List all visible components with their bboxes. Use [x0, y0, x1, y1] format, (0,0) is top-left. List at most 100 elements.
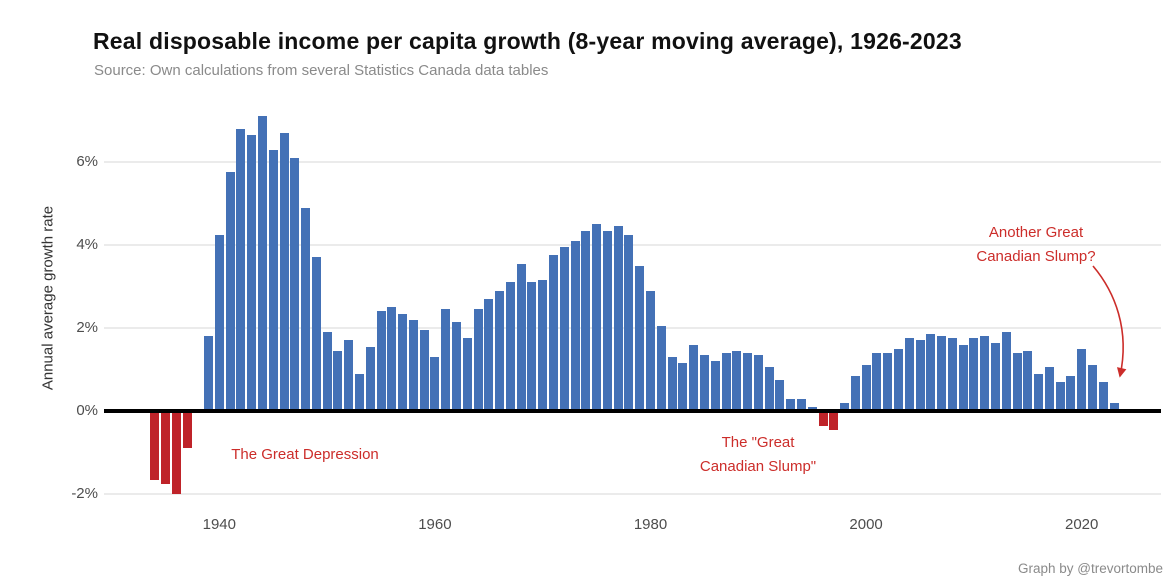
bar-1965 — [484, 298, 494, 411]
annotation-line: Canadian Slump" — [699, 458, 817, 475]
y-tick-label: 4% — [76, 236, 98, 253]
bar-1961 — [441, 309, 451, 411]
bar-1974 — [581, 230, 591, 411]
bar-1986 — [710, 361, 720, 411]
bar-1985 — [699, 355, 709, 411]
bar-1952 — [344, 340, 354, 411]
bar-1982 — [667, 357, 677, 412]
bar-1957 — [398, 313, 408, 411]
bar-1992 — [775, 379, 785, 411]
bar-2000 — [861, 365, 871, 412]
annotation-another-canadian-slump: Another Great Canadian Slump? — [976, 221, 1095, 269]
bar-1989 — [743, 352, 752, 411]
x-tick-label-1960: 1960 — [418, 516, 452, 533]
gridline--2% — [104, 493, 1161, 495]
x-tick-label-2000: 2000 — [849, 516, 883, 533]
annotation-line: The "Great — [721, 434, 795, 451]
bar-2008 — [947, 338, 957, 411]
bar-1946 — [279, 132, 289, 411]
x-tick-label-1980: 1980 — [633, 516, 668, 533]
bar-1963 — [462, 338, 472, 411]
bar-2001 — [872, 352, 882, 411]
bar-1951 — [333, 350, 343, 411]
gridline-6% — [104, 161, 1161, 163]
bar-2010 — [969, 338, 979, 411]
bar-1981 — [656, 325, 666, 411]
zero-line — [104, 409, 1161, 413]
bar-1983 — [678, 363, 688, 411]
bar-1990 — [753, 355, 763, 411]
bar-1941 — [225, 172, 235, 411]
bar-2016 — [1034, 373, 1044, 411]
bar-1935 — [160, 411, 170, 484]
bar-2005 — [915, 340, 925, 411]
bar-1984 — [689, 344, 699, 411]
bar-1936 — [171, 411, 181, 494]
bar-2003 — [893, 348, 903, 412]
bar-1969 — [527, 282, 537, 412]
bar-1955 — [376, 311, 386, 411]
bar-2021 — [1088, 365, 1097, 412]
bar-1972 — [559, 247, 569, 411]
bar-1954 — [365, 346, 375, 411]
bar-1977 — [613, 226, 623, 411]
annotation-line: Canadian Slump? — [976, 248, 1096, 265]
bar-1976 — [602, 230, 612, 411]
bar-1959 — [419, 330, 429, 411]
bar-1987 — [721, 352, 731, 411]
bar-1975 — [592, 224, 602, 412]
bar-1964 — [473, 309, 483, 411]
bar-1937 — [182, 411, 192, 449]
bar-2006 — [926, 334, 936, 411]
bar-1979 — [635, 265, 645, 412]
bar-1939 — [204, 336, 213, 411]
bar-2014 — [1012, 352, 1022, 411]
bar-2009 — [958, 344, 968, 411]
bar-1949 — [311, 257, 321, 411]
y-tick-label: -2% — [71, 485, 98, 502]
bar-1953 — [354, 373, 364, 411]
bar-1950 — [322, 332, 332, 411]
bar-2020 — [1077, 348, 1087, 412]
bar-1967 — [505, 282, 515, 412]
bar-1999 — [850, 375, 860, 411]
bar-1973 — [570, 240, 580, 411]
credit-text: Graph by @trevortombe — [1017, 561, 1163, 576]
annotation-great-depression: The Great Depression — [231, 443, 379, 467]
bar-1978 — [624, 234, 634, 411]
bar-2017 — [1044, 367, 1054, 411]
bar-2012 — [991, 342, 1000, 411]
bar-1995 — [807, 406, 817, 412]
y-axis-label: Annual average growth rate — [39, 205, 57, 391]
bar-1944 — [257, 116, 267, 411]
bar-1962 — [452, 321, 461, 411]
x-tick-label-1940: 1940 — [202, 516, 236, 533]
bar-1960 — [430, 357, 440, 412]
annotation-line: Another Great — [988, 224, 1084, 241]
chart-title: Real disposable income per capita growth… — [93, 28, 962, 54]
bar-2011 — [980, 336, 990, 411]
bar-1980 — [646, 290, 655, 411]
bar-1943 — [247, 135, 257, 411]
y-tick-label: 6% — [76, 153, 98, 170]
x-tick-label-2020: 2020 — [1065, 516, 1099, 533]
bar-2007 — [937, 336, 947, 411]
bar-1968 — [516, 263, 526, 411]
bar-1994 — [796, 398, 806, 411]
bar-2002 — [883, 352, 893, 411]
bar-1956 — [387, 307, 397, 412]
bar-2015 — [1023, 350, 1033, 411]
bar-1993 — [786, 398, 796, 411]
y-tick-label: 2% — [76, 319, 98, 336]
bar-1996 — [818, 411, 828, 426]
bar-1945 — [268, 149, 278, 411]
bar-2023 — [1109, 402, 1119, 411]
bar-1970 — [538, 280, 548, 411]
bar-2013 — [1001, 332, 1011, 411]
bar-1934 — [150, 411, 160, 480]
annotation-arrow-path — [1092, 265, 1127, 378]
bar-2004 — [904, 338, 914, 411]
bar-1998 — [840, 402, 849, 411]
annotation-great-canadian-slump: The "Great Canadian Slump" — [700, 431, 816, 479]
